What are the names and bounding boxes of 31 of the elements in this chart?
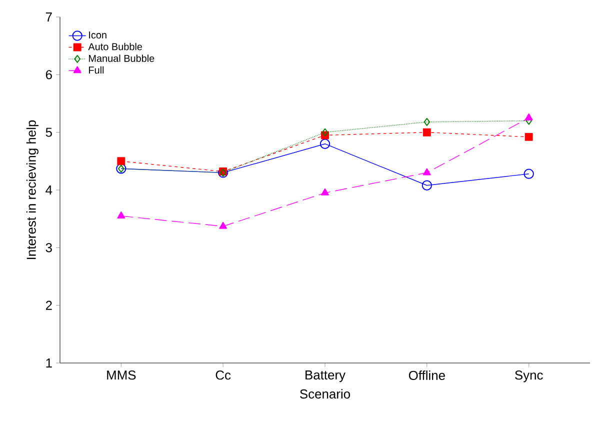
y-tick-label: 3 xyxy=(46,243,52,252)
y-tick-label: 5 xyxy=(46,128,52,137)
legend-label: Full xyxy=(88,66,104,74)
y-axis-title: Interest in recieving help xyxy=(26,120,38,259)
point xyxy=(321,188,329,196)
point xyxy=(422,128,431,136)
legend-label: Manual Bubble xyxy=(88,54,154,62)
point xyxy=(524,132,533,141)
x-tick-label: Battery xyxy=(306,370,346,382)
x-axis-title: Scenario xyxy=(300,389,350,399)
y-tick-label: 6 xyxy=(46,70,52,80)
point xyxy=(320,138,330,149)
legend-label: Icon xyxy=(89,32,106,39)
point xyxy=(524,113,533,120)
x-tick-label: MMS xyxy=(107,370,136,380)
point xyxy=(422,180,432,190)
y-tick-label: 7 xyxy=(46,12,52,22)
legend-label: Auto Bubble xyxy=(88,42,142,50)
y-tick-label: 4 xyxy=(46,186,52,194)
x-tick-label: Offline xyxy=(408,370,445,380)
point xyxy=(424,118,430,126)
y-tick-label: 2 xyxy=(46,300,52,310)
point xyxy=(117,211,126,218)
point xyxy=(524,168,534,179)
point xyxy=(219,222,228,229)
point xyxy=(422,168,431,176)
x-tick-label: Sync xyxy=(515,370,543,382)
point xyxy=(117,157,126,166)
x-tick-label: Cc xyxy=(216,370,231,380)
y-tick-label: 1 xyxy=(46,358,52,368)
point xyxy=(322,128,328,136)
